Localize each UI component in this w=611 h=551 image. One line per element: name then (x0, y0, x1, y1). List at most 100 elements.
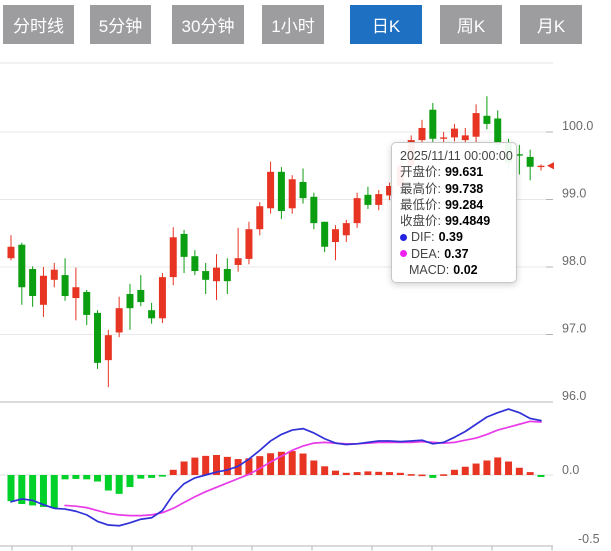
macd-histogram-bar (418, 474, 426, 477)
tab-1hour[interactable]: 1小时 (262, 5, 324, 44)
macd-histogram-bar (29, 475, 37, 506)
timeframe-tabbar: 分时线 5分钟 30分钟 1小时 日K 周K 月K (0, 0, 611, 50)
tooltip-label: 开盘价: (400, 165, 441, 180)
tab-monthly-k[interactable]: 月K (520, 5, 582, 44)
tab-minute-line[interactable]: 分时线 (3, 5, 74, 44)
tooltip-value: 99.631 (444, 165, 484, 180)
macd-histogram-bar (353, 472, 361, 475)
tooltip-row-MACD: MACD: 0.02 (400, 262, 508, 278)
macd-histogram-bar (429, 475, 437, 478)
macd-histogram-bar (375, 471, 383, 475)
candle-body (202, 271, 210, 280)
candle-body (104, 335, 112, 361)
macd-histogram-bar (386, 472, 394, 475)
candle-body (461, 135, 469, 141)
macd-histogram-bar (483, 460, 491, 475)
tooltip-label: MACD: (409, 263, 450, 278)
macd-histogram-bar (256, 456, 264, 475)
candle-body (429, 109, 437, 139)
price-axis-label: 99.0 (562, 187, 586, 201)
macd-histogram-bar (472, 463, 480, 475)
candle-body (61, 275, 69, 297)
tab-daily-k[interactable]: 日K (350, 5, 422, 44)
macd-histogram-bar (537, 475, 545, 478)
tab-weekly-k[interactable]: 周K (440, 5, 502, 44)
macd-histogram-bar (18, 475, 26, 504)
macd-histogram-bar (526, 472, 534, 475)
candle-body (483, 115, 491, 124)
macd-histogram-bar (364, 471, 372, 475)
candle-body (72, 287, 80, 299)
macd-histogram-bar (342, 472, 350, 475)
tooltip-label: 最高价: (400, 181, 441, 196)
dif-dot-icon (400, 234, 407, 242)
macd-histogram-bar (158, 475, 166, 477)
candle-body (7, 246, 15, 259)
candle-body (386, 186, 394, 196)
candle-body (94, 312, 102, 363)
candle-body (494, 118, 502, 145)
candle-body (375, 194, 383, 205)
candle-body (169, 237, 177, 278)
tooltip-row-最低价: 最低价: 99.284 (400, 197, 508, 213)
candle-body (115, 308, 123, 333)
macd-histogram-bar (267, 453, 275, 475)
candle-body (223, 269, 231, 282)
candle-body (29, 269, 37, 297)
macd-histogram-bar (277, 451, 285, 475)
tooltip-label: 收盘价: (400, 214, 441, 229)
candle-body (450, 128, 458, 138)
tooltip-value: 99.284 (444, 197, 484, 212)
candle-body (234, 258, 242, 265)
macd-histogram-bar (407, 474, 415, 476)
macd-histogram-bar (104, 475, 112, 491)
candle-body (158, 277, 166, 319)
tooltip-value: 99.4849 (444, 214, 491, 229)
tooltip-value: 0.02 (453, 263, 478, 278)
macd-histogram-bar (288, 451, 296, 475)
candle-body (299, 181, 307, 199)
candle-body (126, 294, 134, 309)
macd-histogram-bar (321, 466, 329, 475)
tooltip-date: 2025/11/11 00:00:00 (400, 149, 513, 163)
candle-body (353, 198, 361, 224)
macd-histogram-bar (299, 453, 307, 475)
macd-histogram-bar (396, 472, 404, 475)
tooltip-row-DIF: DIF: 0.39 (400, 229, 508, 245)
candle-body (364, 194, 372, 205)
macd-histogram-bar (169, 469, 177, 475)
tooltip-value: 0.37 (444, 246, 469, 261)
macd-histogram-bar (50, 475, 58, 509)
macd-histogram-bar (494, 457, 502, 475)
dea-dot-icon (400, 250, 407, 258)
price-axis-label: 97.0 (562, 322, 586, 336)
macd-histogram-bar (126, 475, 134, 488)
candle-body (515, 154, 523, 156)
tab-5min[interactable]: 5分钟 (90, 5, 151, 44)
candle-body (191, 256, 199, 272)
tooltip-value: 0.39 (438, 230, 463, 245)
tooltip-row-收盘价: 收盘价: 99.4849 (400, 213, 508, 229)
candle-body (148, 310, 156, 319)
macd-histogram-bar (148, 475, 156, 478)
tab-30min[interactable]: 30分钟 (172, 5, 244, 44)
candle-body (472, 113, 480, 137)
macd-histogram-bar (440, 474, 448, 476)
macd-histogram-bar (245, 458, 253, 475)
macd-histogram-bar (515, 467, 523, 475)
macd-histogram-bar (83, 475, 91, 480)
candle-body (39, 275, 47, 305)
candle-body (321, 221, 329, 247)
candle-body (137, 289, 145, 303)
tooltip-row-DEA: DEA: 0.37 (400, 246, 508, 262)
candle-body (277, 171, 285, 211)
candle-body (418, 127, 426, 141)
price-axis-label: 96.0 (562, 389, 586, 403)
macd-histogram-bar (213, 454, 221, 475)
candle-body (256, 206, 264, 230)
macd-histogram-bar (461, 466, 469, 475)
macd-histogram-bar (94, 475, 102, 482)
candle-body (50, 269, 58, 280)
macd-histogram-bar (7, 475, 15, 502)
